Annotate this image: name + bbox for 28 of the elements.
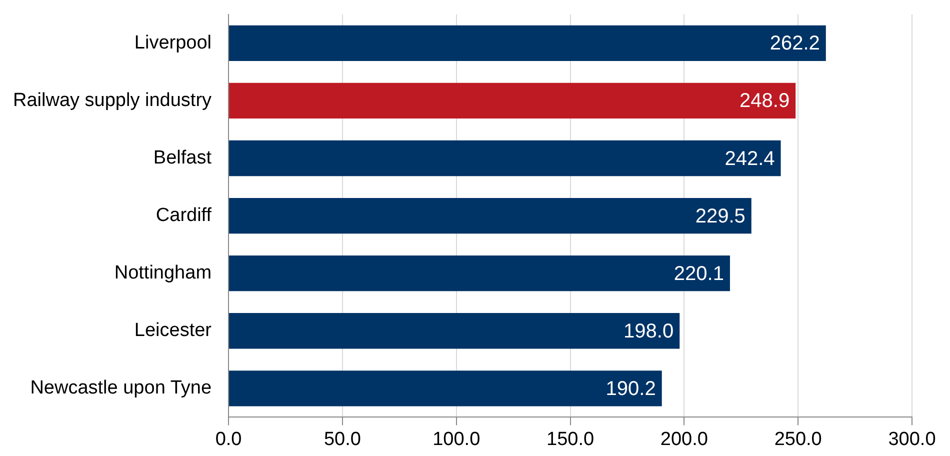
bar: [229, 313, 680, 349]
x-tick-label: 250.0: [774, 428, 822, 450]
y-tick-label: Leicester: [134, 320, 212, 342]
x-tick-label: 300.0: [888, 428, 936, 450]
x-tick-label: 150.0: [546, 428, 594, 450]
y-tick-label: Railway supply industry: [12, 90, 212, 111]
bar: [229, 82, 796, 119]
bar: [229, 256, 730, 292]
data-label: 262.2: [770, 32, 820, 55]
data-label: 229.5: [695, 205, 746, 228]
data-label: 190.2: [606, 378, 656, 400]
y-tick-label: Newcastle upon Tyne: [30, 378, 212, 399]
y-tick-label: Belfast: [153, 147, 212, 168]
data-label: 198.0: [624, 320, 674, 342]
data-label: 242.4: [724, 148, 775, 170]
x-tick-label: 50.0: [324, 428, 361, 450]
bar: [229, 370, 662, 406]
y-tick-label: Cardiff: [156, 205, 212, 226]
bar: [229, 25, 826, 62]
x-tick-label: 200.0: [660, 428, 708, 450]
y-tick-label: Liverpool: [134, 32, 212, 54]
x-tick-label: 0.0: [215, 428, 242, 450]
x-tick-label: 100.0: [432, 428, 480, 450]
y-tick-label: Nottingham: [114, 262, 212, 284]
bar: [229, 140, 781, 176]
data-label: 220.1: [674, 262, 724, 285]
bar: [229, 198, 752, 234]
data-label: 248.9: [740, 90, 790, 112]
